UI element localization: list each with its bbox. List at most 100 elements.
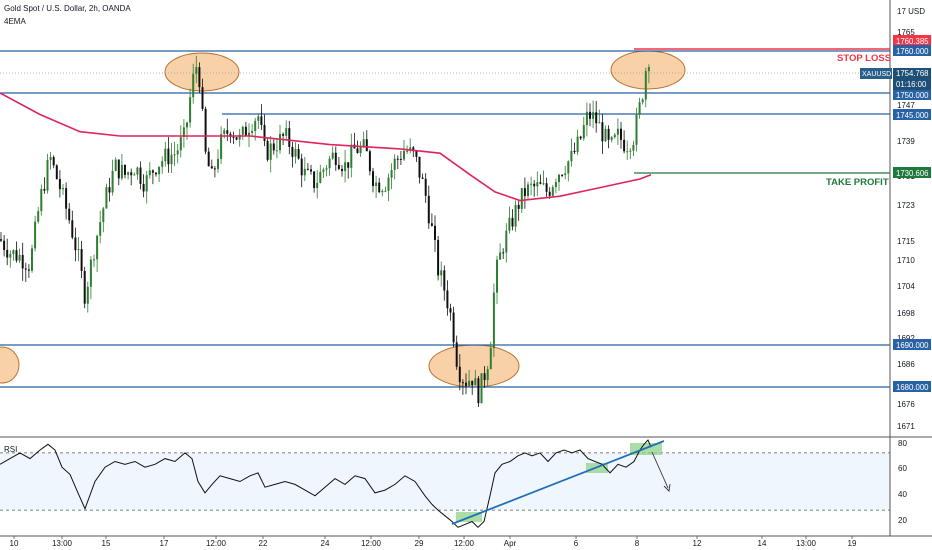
- candle-body: [319, 171, 322, 183]
- candle-body: [443, 270, 446, 291]
- candle-body: [303, 168, 306, 176]
- candle-body: [328, 158, 331, 169]
- candle-body: [313, 171, 316, 189]
- candle-body: [641, 99, 644, 103]
- candle-body: [598, 122, 601, 124]
- candle-body: [502, 252, 505, 254]
- grid: [0, 0, 932, 537]
- candle-body: [474, 378, 477, 386]
- candle-body: [372, 171, 374, 186]
- rsi-band: [0, 452, 890, 511]
- candle-body: [288, 128, 291, 147]
- price-tick-label: 1676: [897, 400, 915, 409]
- candle-body: [638, 102, 641, 115]
- rsi-line: [0, 439, 652, 528]
- price-tick-label: 1704: [897, 282, 915, 291]
- last-price-countdown: 01:16:00: [896, 80, 927, 89]
- candle-body: [604, 128, 607, 142]
- last-price-value: 1754.768: [896, 69, 929, 78]
- stop-loss-price-label-bg: [893, 35, 931, 46]
- candle-body: [89, 259, 92, 287]
- price-label-1745-bg: [893, 109, 931, 120]
- candle-body: [511, 217, 514, 227]
- candle-body: [347, 162, 350, 168]
- candle-body: [573, 150, 576, 153]
- candle-body: [142, 183, 145, 192]
- candle-body: [130, 172, 133, 176]
- candle-body: [133, 174, 136, 176]
- candle-body: [254, 120, 257, 131]
- candle-body: [359, 146, 362, 153]
- candle-body: [151, 170, 154, 173]
- candle-body: [266, 140, 269, 160]
- candle-body: [644, 71, 647, 100]
- candle-body: [331, 152, 334, 159]
- stop-loss-label: STOP LOSS: [837, 53, 891, 64]
- candle-body: [437, 239, 440, 276]
- candle-body: [561, 174, 564, 176]
- candle-body: [530, 183, 533, 185]
- candle-body: [489, 348, 492, 370]
- candle-body: [492, 292, 495, 349]
- candle-body: [539, 182, 542, 184]
- candle-body: [582, 125, 585, 139]
- rsi-arrow-head: [663, 483, 671, 492]
- candle-body: [263, 124, 266, 141]
- candle-body: [626, 151, 629, 153]
- candle-body: [257, 116, 260, 121]
- candle-body: [260, 116, 263, 125]
- candle-body: [356, 148, 359, 153]
- candle-body: [396, 158, 399, 160]
- candle-body: [34, 221, 37, 249]
- candle-body: [300, 158, 303, 176]
- candle-body: [316, 182, 319, 189]
- price-label-1760: 1760.000: [896, 47, 929, 56]
- take-profit-label: TAKE PROFIT: [826, 177, 889, 188]
- candle-body: [483, 373, 486, 381]
- candle-body: [310, 169, 312, 172]
- candle-body: [285, 128, 288, 136]
- candle-body: [6, 249, 9, 258]
- candle-body: [471, 380, 474, 386]
- candle-body: [24, 268, 27, 270]
- candle-body: [508, 217, 511, 231]
- candle-body: [124, 164, 126, 175]
- candle-body: [533, 183, 536, 187]
- price-label-1750-bg: [893, 89, 931, 100]
- time-tick-label: 13:00: [52, 539, 73, 548]
- price-label-1690: 1690.000: [896, 341, 929, 350]
- candle-body: [170, 154, 173, 165]
- candle-body: [399, 158, 402, 160]
- candle-body: [114, 159, 117, 171]
- rsi-tick-label: 60: [898, 464, 907, 473]
- price-label-1680-bg: [893, 381, 931, 392]
- candle-body: [217, 158, 219, 169]
- candle-body: [362, 139, 365, 147]
- candle-body: [279, 134, 281, 151]
- candle-body: [195, 67, 198, 74]
- candle-body: [9, 254, 12, 258]
- candle-body: [220, 133, 223, 159]
- candle-body: [93, 259, 95, 261]
- candle-body: [189, 97, 192, 123]
- candle-body: [365, 139, 368, 152]
- candlesticks: [0, 55, 650, 408]
- price-tick-label: 1686: [897, 360, 915, 369]
- candle-body: [418, 156, 421, 178]
- candle-body: [306, 168, 309, 170]
- candle-body: [461, 382, 464, 384]
- time-tick-label: 12:00: [361, 539, 382, 548]
- candle-body: [393, 158, 396, 170]
- candle-body: [294, 149, 297, 157]
- candle-body: [235, 137, 238, 140]
- price-label-1690-bg: [893, 339, 931, 350]
- candle-body: [350, 144, 353, 168]
- candle-body: [610, 137, 613, 140]
- time-tick-label: 29: [415, 539, 424, 548]
- candle-body: [430, 223, 433, 226]
- candle-body: [499, 252, 502, 260]
- time-tick-label: 24: [321, 539, 330, 548]
- candle-body: [564, 173, 567, 176]
- candle-body: [52, 157, 55, 166]
